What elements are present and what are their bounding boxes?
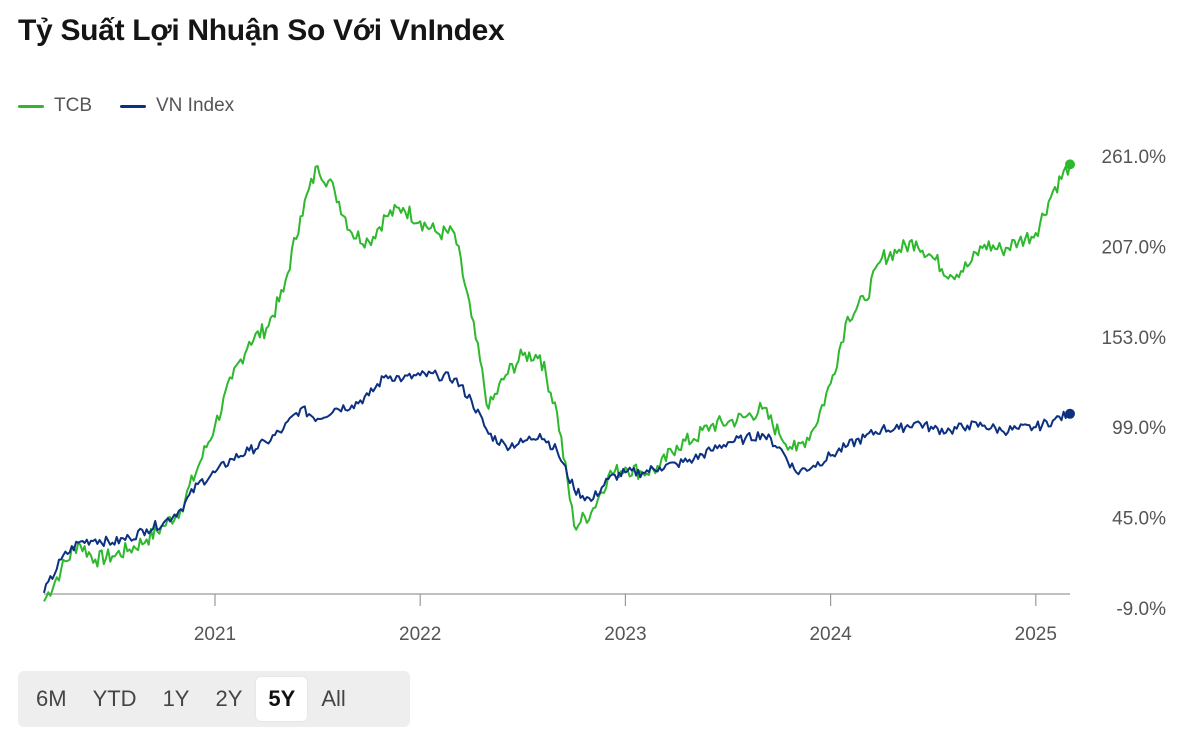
legend-swatch-vnindex — [120, 104, 146, 108]
series-endpoint-tcb — [1065, 159, 1075, 170]
x-tick-label: 2023 — [604, 624, 646, 645]
y-tick-label: 153.0% — [1102, 328, 1167, 349]
x-tick-label: 2024 — [809, 624, 852, 645]
y-tick-label: 207.0% — [1102, 237, 1167, 258]
chart-title: Tỷ Suất Lợi Nhuận So Với VnIndex — [18, 14, 505, 47]
range-button-ytd[interactable]: YTD — [92, 686, 137, 711]
range-button-2y[interactable]: 2Y — [215, 686, 243, 711]
y-tick-label: 99.0% — [1112, 418, 1166, 439]
range-selector: 6M YTD 1Y 2Y 5Y All — [18, 671, 410, 727]
line-chart: 261.0% 207.0% 153.0% 99.0% 45.0% -9.0% 2021 202… — [43, 147, 1167, 645]
legend-label-vnindex: VN Index — [156, 95, 235, 116]
y-tick-label: -9.0% — [1116, 599, 1166, 620]
y-tick-label: 45.0% — [1112, 509, 1166, 530]
range-button-1y[interactable]: 1Y — [162, 686, 190, 711]
legend-item-vnindex[interactable]: VN Index — [120, 95, 234, 117]
y-tick-label: 261.0% — [1102, 147, 1167, 168]
range-button-5y[interactable]: 5Y — [256, 677, 308, 721]
range-button-6m[interactable]: 6M — [36, 686, 67, 711]
series-endpoint-vnindex — [1065, 408, 1075, 419]
range-button-all[interactable]: All — [321, 686, 346, 711]
x-tick-label: 2022 — [399, 624, 441, 645]
legend-swatch-tcb — [18, 104, 44, 108]
legend-label-tcb: TCB — [54, 95, 92, 116]
series-line-tcb — [43, 164, 1071, 602]
series-line-vnindex — [43, 369, 1071, 594]
legend-item-tcb[interactable]: TCB — [18, 95, 92, 117]
legend: TCB VN Index — [18, 95, 234, 117]
x-tick-label: 2021 — [194, 624, 236, 645]
x-tick-label: 2025 — [1015, 624, 1057, 645]
